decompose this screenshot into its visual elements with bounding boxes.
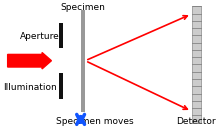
- Bar: [81, 10, 85, 112]
- Text: Aperture: Aperture: [20, 32, 60, 41]
- Bar: [59, 73, 63, 99]
- Bar: [59, 23, 63, 48]
- Text: Detector: Detector: [176, 117, 216, 126]
- Text: Specimen: Specimen: [61, 3, 105, 12]
- Bar: [192, 6, 201, 123]
- FancyArrow shape: [8, 53, 51, 69]
- Text: Illumination: Illumination: [4, 83, 57, 92]
- Text: Specimen moves: Specimen moves: [56, 117, 133, 126]
